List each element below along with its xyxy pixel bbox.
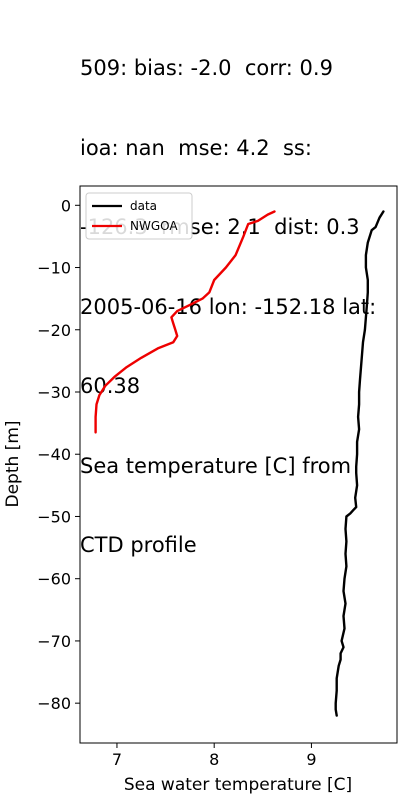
legend: data NWGOA — [85, 192, 193, 240]
y-tick-label: −20 — [37, 321, 71, 340]
title-line-4: 2005-06-16 lon: -152.18 lat: — [80, 294, 377, 319]
y-tick-label: 0 — [61, 196, 71, 215]
y-axis-ticks: 0 −10 −20 −30 −40 −50 −60 −70 −80 — [37, 196, 80, 713]
y-tick-label: −10 — [37, 259, 71, 278]
series-line-data — [334, 210, 385, 717]
title-line-1: 509: bias: -2.0 corr: 0.9 — [80, 56, 333, 80]
title-line-7: CTD profile — [80, 533, 197, 557]
y-axis-label: Depth [m] — [3, 420, 23, 507]
legend-label-data: data — [130, 199, 157, 213]
y-tick-label: −80 — [37, 694, 71, 713]
legend-label-nwgoa: NWGOA — [130, 219, 178, 233]
title-line-6: Sea temperature [C] from — [80, 453, 352, 478]
title-line-2: ioa: nan mse: 4.2 ss: — [80, 135, 312, 160]
x-tick-label: 8 — [209, 750, 219, 769]
x-tick-label: 9 — [306, 750, 316, 769]
y-tick-label: −40 — [37, 445, 71, 464]
series-line-nwgoa — [94, 210, 276, 434]
x-tick-label: 7 — [112, 750, 122, 769]
x-axis-label: Sea water temperature [C] — [124, 775, 352, 795]
axes-frame — [79, 185, 398, 744]
plot-area — [94, 210, 385, 717]
y-tick-label: −60 — [37, 570, 71, 589]
y-tick-label: −30 — [37, 383, 71, 402]
y-tick-label: −70 — [37, 632, 71, 651]
y-tick-label: −50 — [37, 507, 71, 526]
legend-box — [85, 192, 193, 240]
title-line-5: 60.38 — [80, 374, 141, 398]
x-axis-ticks: 7 8 9 — [112, 743, 317, 769]
